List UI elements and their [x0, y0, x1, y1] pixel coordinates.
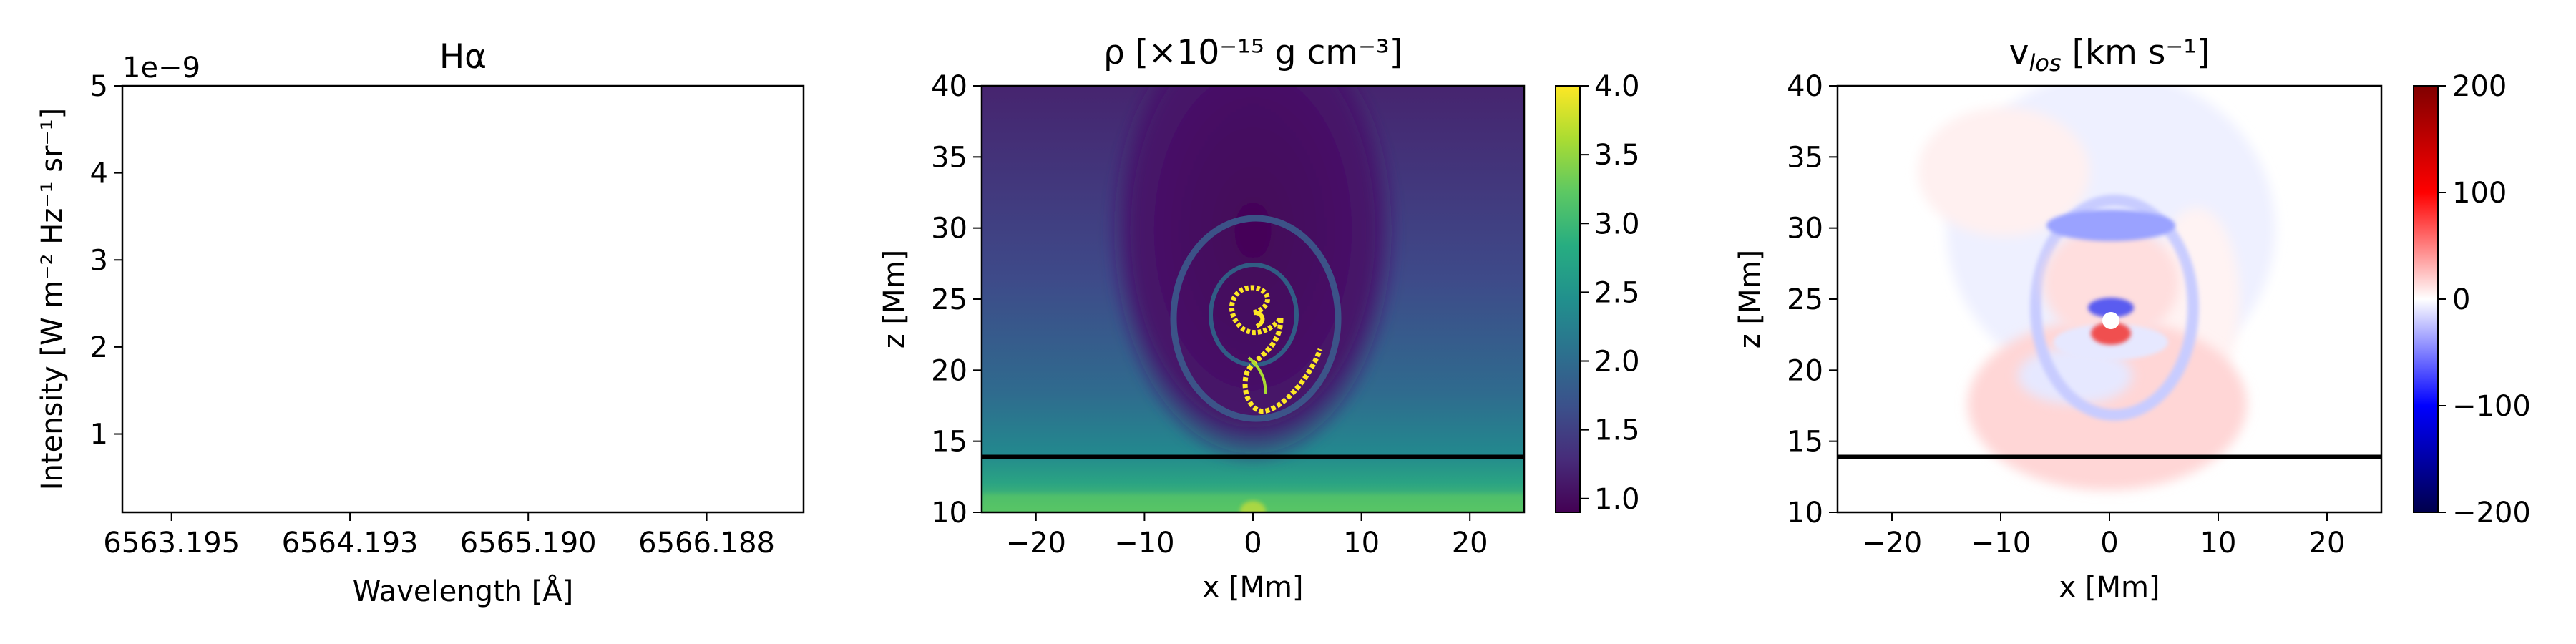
- density-y-axis-label: z [Mm]: [878, 250, 911, 348]
- x-tick-label: −20: [1006, 527, 1066, 560]
- x-tick-label: 20: [1452, 527, 1488, 560]
- x-tick-label: −10: [1114, 527, 1174, 560]
- y-tick-label: 40: [931, 70, 967, 103]
- halpha-x-axis-label: Wavelength [Å]: [353, 574, 574, 608]
- halpha-panel: Hα 1e−9 6563.195 6564.193 6565.190 6566.188…: [36, 37, 805, 608]
- y-tick-label: 10: [1787, 497, 1823, 530]
- halpha-offset-label: 1e−9: [122, 52, 200, 84]
- colorbar-tick-label: 0: [2452, 283, 2470, 316]
- y-tick-label: 20: [931, 354, 967, 387]
- x-tick-label: 0: [2100, 527, 2118, 560]
- x-tick-label: 20: [2309, 527, 2346, 560]
- y-tick-label: 20: [1787, 354, 1823, 387]
- colorbar-tick-label: 2.0: [1594, 346, 1640, 379]
- y-tick-label: 25: [931, 283, 967, 316]
- y-tick-label: 5: [90, 70, 108, 103]
- density-x-ticks: −20 −10 0 10 20: [1006, 512, 1488, 560]
- x-tick-label: 10: [1343, 527, 1380, 560]
- density-colorbar: [1555, 85, 1581, 513]
- y-tick-label: 10: [931, 497, 967, 530]
- density-colorbar-ticks: 1.0 1.5 2.0 2.5 3.0 3.5 4.0: [1580, 70, 1640, 516]
- y-tick-label: 15: [931, 426, 967, 459]
- colorbar-tick-label: 100: [2452, 177, 2507, 210]
- y-tick-label: 4: [90, 157, 108, 190]
- colorbar-tick-label: −100: [2452, 390, 2531, 423]
- y-tick-label: 1: [90, 419, 108, 452]
- colorbar-tick-label: 3.0: [1594, 208, 1640, 240]
- velocity-heatmap: [1838, 86, 2381, 512]
- x-tick-label: 0: [1244, 527, 1262, 560]
- x-tick-label: 6566.188: [638, 527, 775, 560]
- y-tick-label: 15: [1787, 426, 1823, 459]
- x-tick-label: 6565.190: [460, 527, 597, 560]
- halpha-y-ticks: 1 2 3 4 5: [90, 70, 122, 452]
- y-tick-label: 30: [1787, 213, 1823, 245]
- colorbar-tick-label: 4.0: [1594, 70, 1640, 103]
- colorbar-tick-label: 1.0: [1594, 483, 1640, 516]
- halpha-y-axis-label: Intensity [W m⁻² Hz⁻¹ sr⁻¹]: [36, 108, 69, 491]
- y-tick-label: 35: [1787, 141, 1823, 174]
- density-title: ρ [×10⁻¹⁵ g cm⁻³]: [1103, 33, 1402, 72]
- y-tick-label: 40: [1787, 70, 1823, 103]
- velocity-colorbar-ticks: −200 −100 0 100 200: [2438, 70, 2531, 530]
- y-tick-label: 25: [1787, 283, 1823, 316]
- velocity-colorbar: [2413, 85, 2439, 513]
- x-tick-label: 6563.195: [103, 527, 240, 560]
- density-panel: ρ [×10⁻¹⁵ g cm⁻³] −20 −10 0 10 20 10 15 20 25 30…: [878, 33, 1640, 604]
- velocity-title: vlos [km s⁻¹]: [2009, 33, 2210, 77]
- halpha-title: Hα: [439, 37, 487, 77]
- x-tick-label: 10: [2200, 527, 2237, 560]
- colorbar-tick-label: 3.5: [1594, 139, 1640, 172]
- density-heatmap: [982, 86, 1524, 512]
- x-tick-label: −20: [1862, 527, 1922, 560]
- colorbar-tick-label: 2.5: [1594, 276, 1640, 309]
- velocity-x-ticks: −20 −10 0 10 20: [1862, 512, 2346, 560]
- velocity-panel: vlos [km s⁻¹] −20 −10 0 10 20 10152025303540…: [1734, 33, 2531, 604]
- colorbar-tick-label: 200: [2452, 70, 2507, 103]
- y-tick-label: 3: [90, 244, 108, 277]
- y-tick-label: 2: [90, 331, 108, 364]
- x-tick-label: 6564.193: [282, 527, 419, 560]
- colorbar-tick-label: 1.5: [1594, 414, 1640, 447]
- y-tick-label: 30: [931, 213, 967, 245]
- halpha-plot-area: [121, 84, 805, 514]
- x-tick-label: −10: [1971, 527, 2031, 560]
- velocity-x-axis-label: x [Mm]: [2059, 571, 2160, 604]
- density-x-axis-label: x [Mm]: [1202, 571, 1303, 604]
- y-tick-label: 35: [931, 141, 967, 174]
- density-y-ticks: 10 15 20 25 30 35 40: [931, 70, 982, 530]
- colorbar-tick-label: −200: [2452, 497, 2531, 530]
- velocity-y-axis-label: z [Mm]: [1734, 250, 1767, 348]
- halpha-x-ticks: 6563.195 6564.193 6565.190 6566.188: [103, 512, 775, 560]
- velocity-y-ticks: 10 15 20 25 30 35 40: [1787, 70, 1838, 530]
